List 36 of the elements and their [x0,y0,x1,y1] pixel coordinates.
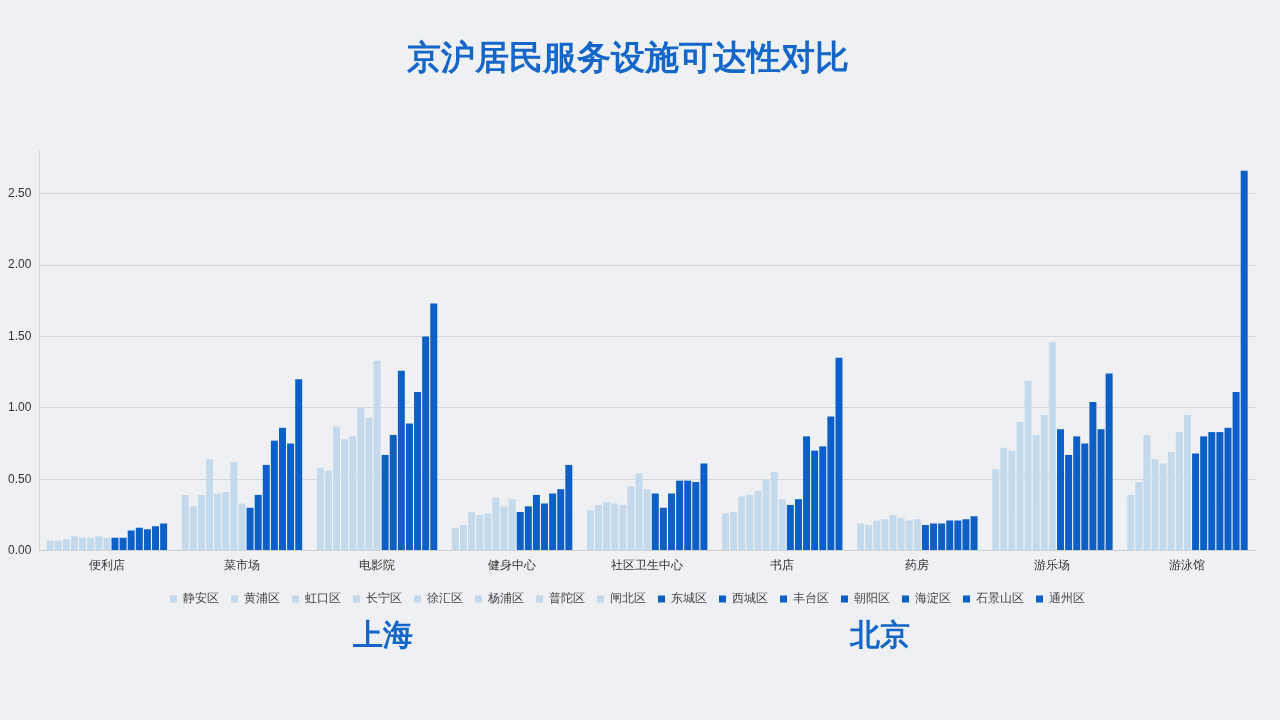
text: 上海 [353,616,413,654]
legend-label: 长宁区 [366,591,402,606]
x-tick-label: 游乐场 [1034,558,1071,573]
x-tick-label: 书店 [770,558,795,573]
x-tick-label: 便利店 [88,558,125,573]
bar [508,499,516,551]
legend-label: 西城区 [732,591,768,606]
x-tick-label: 电影院 [359,558,396,573]
chart-title: 京沪居民服务设施可达性对比 [405,37,849,78]
y-tick-label: 2.50 [8,185,32,200]
x-tick-label: 药房 [905,558,930,573]
legend-label: 静安区 [183,591,219,606]
legend-label: 虹口区 [305,591,341,606]
y-tick-label: 0.50 [8,471,32,486]
legend-label: 徐汇区 [427,591,463,606]
legend-label: 杨浦区 [487,591,524,606]
legend-label: 闸北区 [610,591,646,606]
legend-label: 通州区 [1049,591,1085,606]
y-tick-label: 1.00 [8,400,32,415]
bar [373,360,381,551]
legend-label: 普陀区 [549,591,585,606]
legend-label: 丰台区 [793,591,829,606]
bar [970,516,978,551]
legend-label: 海淀区 [915,591,951,606]
x-tick-label: 社区卫生中心 [611,558,684,573]
legend-label: 石景山区 [976,591,1024,606]
legend-label: 东城区 [671,591,707,606]
x-tick-label: 游泳馆 [1169,558,1206,573]
y-tick-label: 1.50 [8,328,32,343]
x-tick-label: 菜市场 [223,558,260,573]
legend-label: 黄浦区 [244,591,280,606]
x-tick-label: 健身中心 [488,558,537,573]
y-tick-label: 0.00 [8,542,32,557]
legend-label: 朝阳区 [854,591,890,606]
y-tick-label: 2.00 [8,257,32,272]
text: 北京 [850,616,910,654]
